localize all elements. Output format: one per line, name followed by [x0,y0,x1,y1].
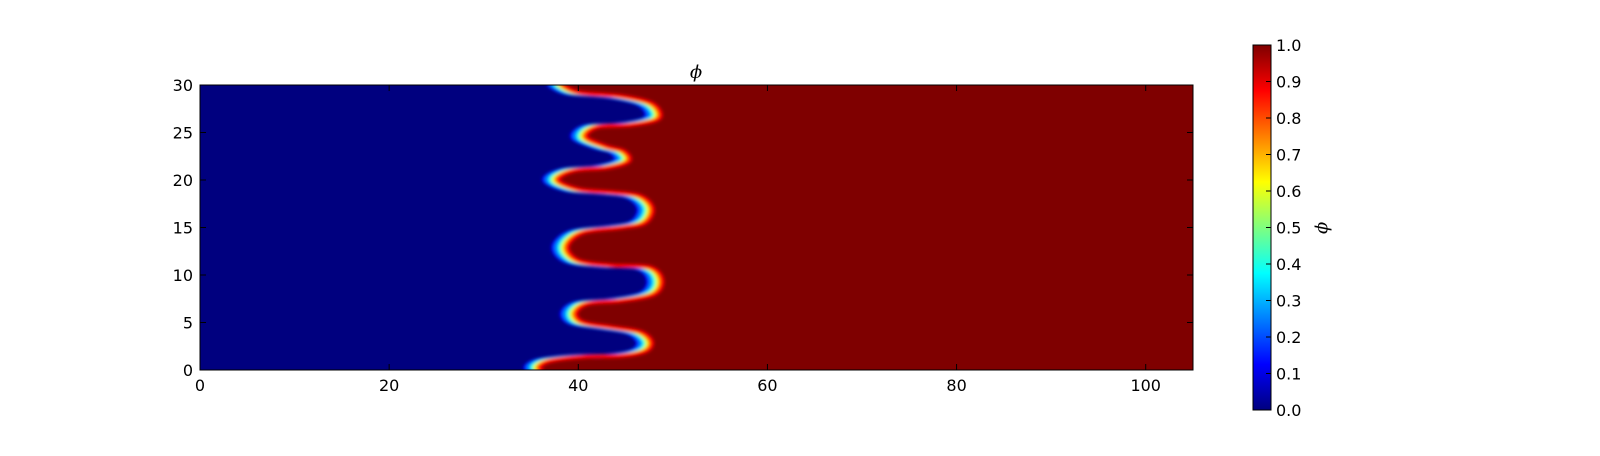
colorbar-tick-label: 0.7 [1276,146,1301,165]
colorbar-tick-label: 0.4 [1276,255,1301,274]
x-axis: 0 20 40 60 80 100 [195,85,1161,395]
heatmap-plot: 0 20 40 60 80 100 0 5 10 15 20 25 30 ϕ [173,62,1194,395]
colorbar-tick-label: 0.6 [1276,182,1301,201]
chart-title: ϕ [690,62,702,83]
x-tick-label: 60 [757,376,777,395]
phi-field [523,85,1193,370]
y-tick-label: 0 [183,361,193,380]
colorbar: 0.0 0.1 0.2 0.3 0.4 0.5 0.6 0.7 0.8 0.9 1.0 ϕ [1252,36,1334,420]
y-axis: 0 5 10 15 20 25 30 [173,76,1193,380]
colorbar-tick-label: 0.5 [1276,219,1301,238]
x-tick-label: 80 [946,376,966,395]
colorbar-tick-label: 1.0 [1276,36,1301,55]
colorbar-tick-label: 0.2 [1276,328,1301,347]
x-tick-label: 40 [568,376,588,395]
high-phi-region [534,85,1193,370]
colorbar-tick-label: 0.8 [1276,109,1301,128]
colorbar-label: ϕ [1313,222,1334,234]
y-tick-label: 5 [183,314,193,333]
colorbar-tick-label: 0.9 [1276,73,1301,92]
y-tick-label: 25 [173,124,193,143]
colorbar-ticks: 0.0 0.1 0.2 0.3 0.4 0.5 0.6 0.7 0.8 0.9 1.0 [1266,36,1301,420]
interface-band-6 [537,85,665,370]
colorbar-gradient [1253,45,1271,410]
x-tick-label: 20 [379,376,399,395]
x-tick-label: 0 [195,376,205,395]
colorbar-tick-label: 0.3 [1276,292,1301,311]
y-tick-label: 30 [173,76,193,95]
interface-bands [523,85,665,370]
colorbar-tick-label: 0.1 [1276,365,1301,384]
y-tick-label: 15 [173,219,193,238]
y-tick-label: 10 [173,266,193,285]
y-tick-label: 20 [173,171,193,190]
colorbar-tick-label: 0.0 [1276,401,1301,420]
x-tick-label: 100 [1130,376,1161,395]
